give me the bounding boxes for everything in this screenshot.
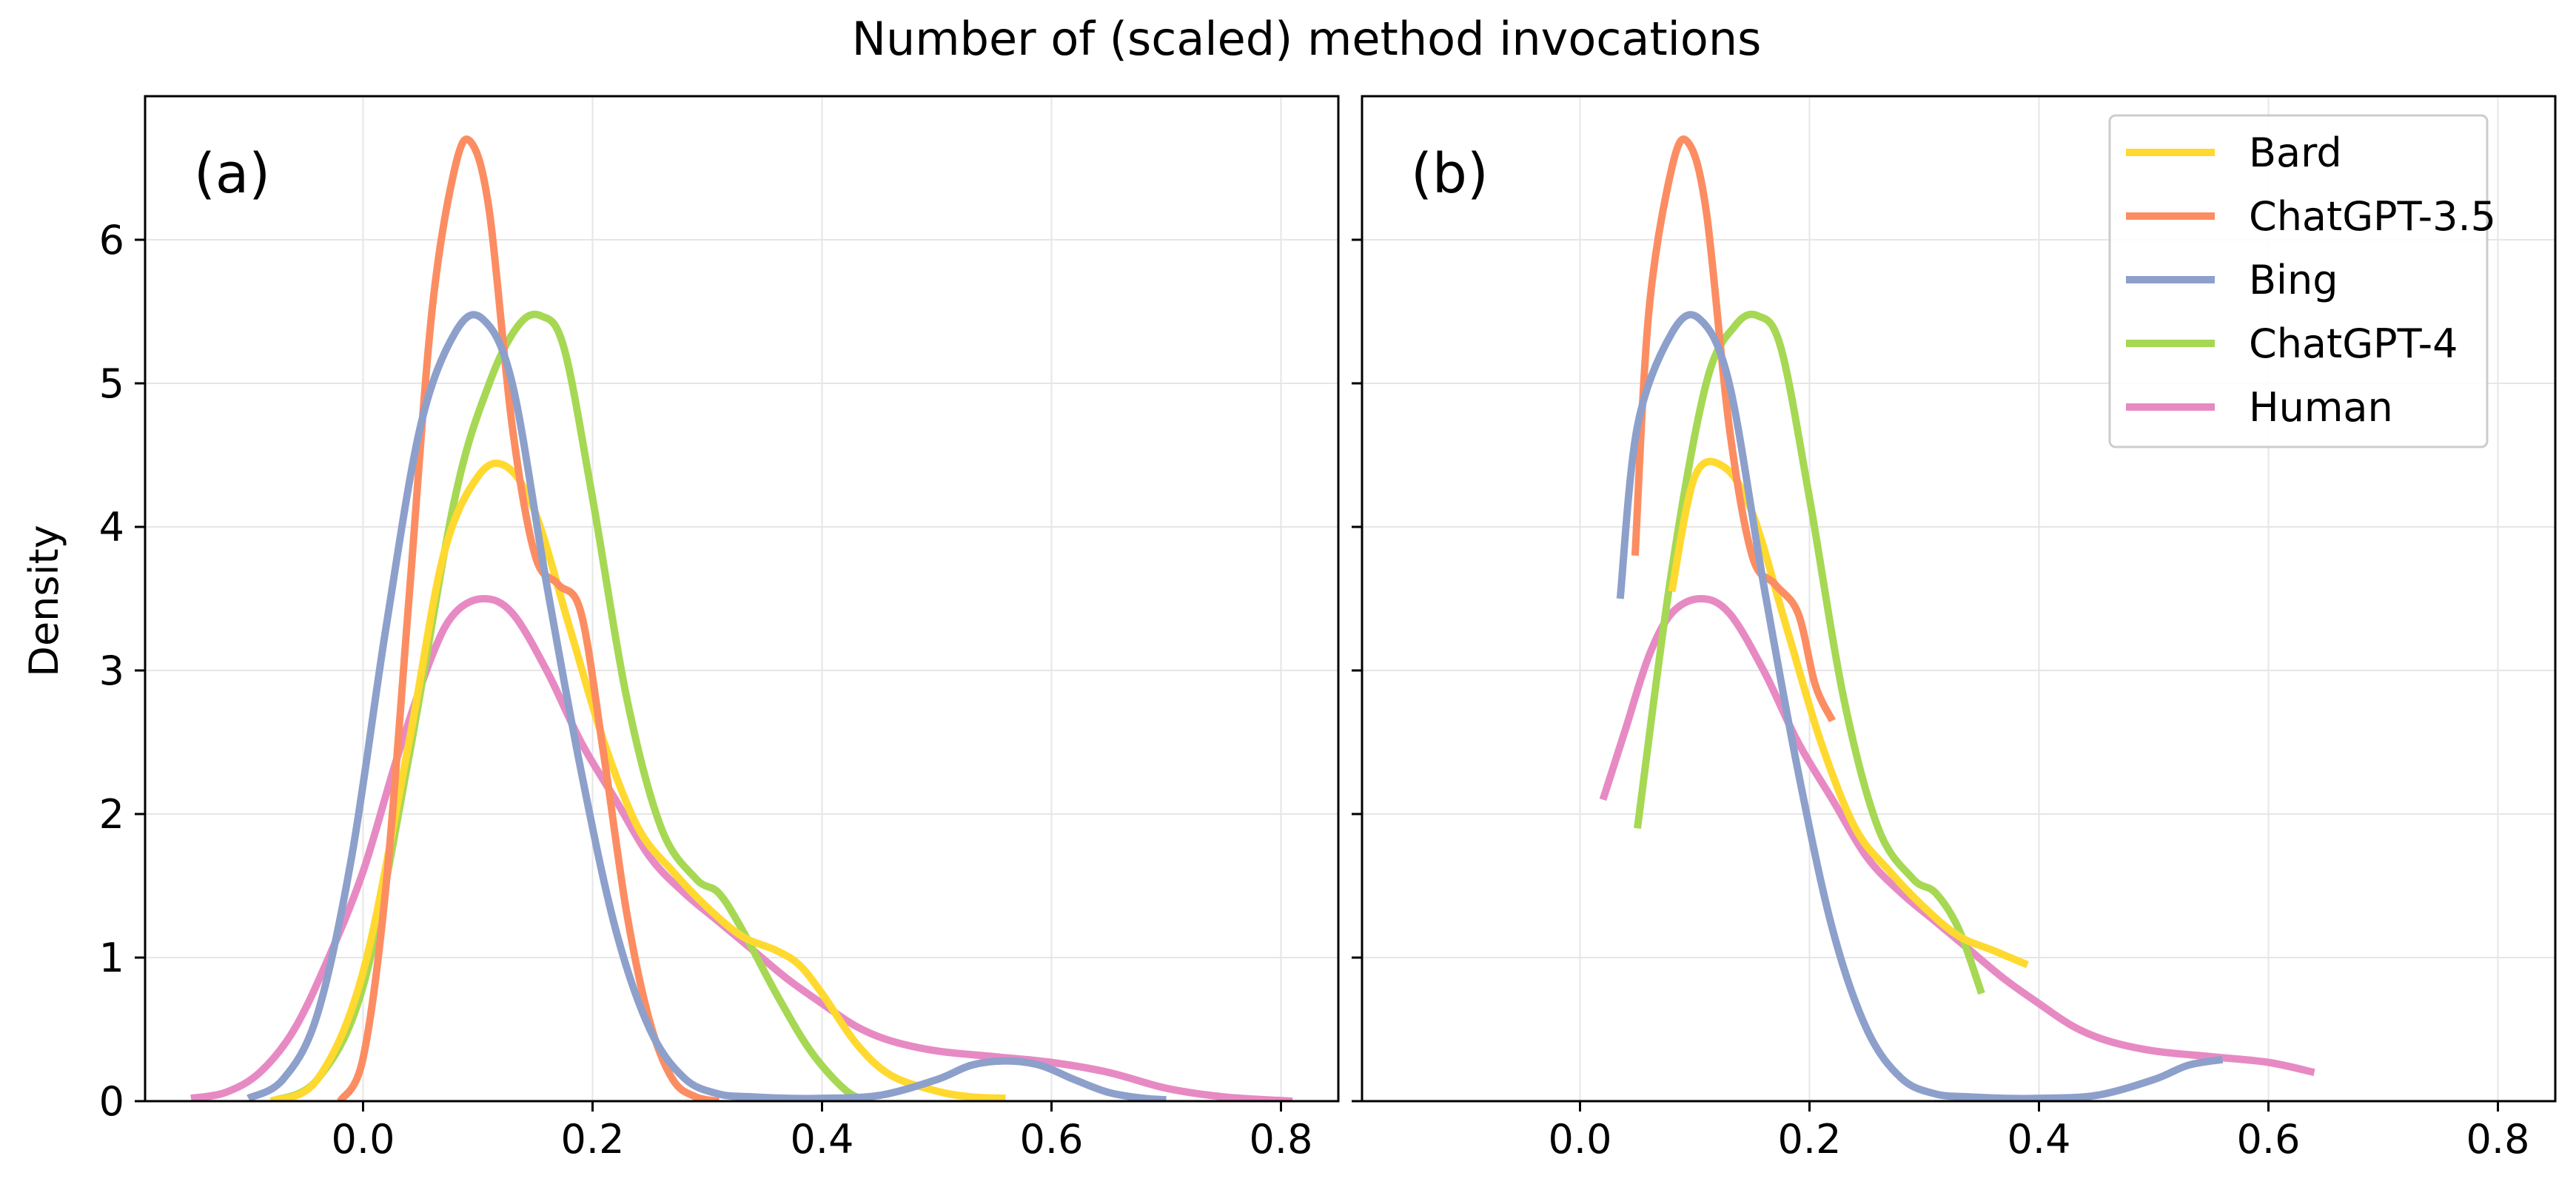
y-axis-label: Density	[21, 525, 67, 676]
y-tick-label: 6	[99, 217, 124, 263]
y-tick-label: 0	[99, 1078, 124, 1125]
x-tick-label: 0.0	[332, 1116, 395, 1163]
x-tick-label: 0.4	[2008, 1116, 2071, 1163]
x-tick-label: 0.8	[1250, 1116, 1313, 1163]
series-line-chatgpt-3-5	[1631, 135, 1837, 723]
panel-frame	[1361, 95, 2557, 1103]
legend-box	[2108, 114, 2489, 448]
panel-a: 0.0 0.2 0.4 0.6 0.8 0 1 2 3 4 5 6 (a)	[99, 95, 1340, 1163]
x-tick-label: 0.6	[2237, 1116, 2301, 1163]
panels-layer: 0.0 0.2 0.4 0.6 0.8 0 1 2 3 4 5 6 (a) 0.0 0.2 0.4 0.6 0.8…	[99, 95, 2557, 1163]
legend-entry: ChatGPT-4	[2249, 320, 2458, 367]
series-line-human	[1599, 595, 2315, 1077]
series-line-bing	[246, 311, 1167, 1101]
legend-entry: ChatGPT-3.5	[2249, 193, 2496, 240]
x-tick-label: 0.6	[1020, 1116, 1084, 1163]
legend-entry: Bard	[2249, 130, 2342, 176]
y-tick-label: 1	[99, 935, 124, 981]
y-tick-label: 4	[99, 504, 124, 551]
x-tick-label: 0.4	[791, 1116, 854, 1163]
panel-frame	[144, 95, 1340, 1103]
chart-title: Number of (scaled) method invocations	[852, 12, 1762, 66]
y-tick-label: 2	[99, 791, 124, 838]
legend-entry: Bing	[2249, 257, 2338, 303]
panel-label: (b)	[1411, 142, 1489, 206]
x-tick-label: 0.2	[1778, 1116, 1842, 1163]
x-tick-label: 0.2	[561, 1116, 625, 1163]
series-layer	[1599, 135, 2315, 1101]
legend-entry: Human	[2249, 384, 2393, 431]
series-line-bard	[1668, 457, 2029, 969]
series-layer	[190, 135, 1293, 1101]
y-tick-label: 5	[99, 360, 124, 407]
x-tick-label: 0.8	[2466, 1116, 2530, 1163]
legend: Bard ChatGPT-3.5 Bing ChatGPT-4 Human	[2108, 114, 2496, 448]
series-line-chatgpt-4	[1634, 310, 1985, 995]
series-line-bing	[1616, 311, 2224, 1101]
panel-label: (a)	[194, 142, 270, 206]
x-tick-label: 0.0	[1549, 1116, 1612, 1163]
y-tick-label: 3	[99, 648, 124, 694]
